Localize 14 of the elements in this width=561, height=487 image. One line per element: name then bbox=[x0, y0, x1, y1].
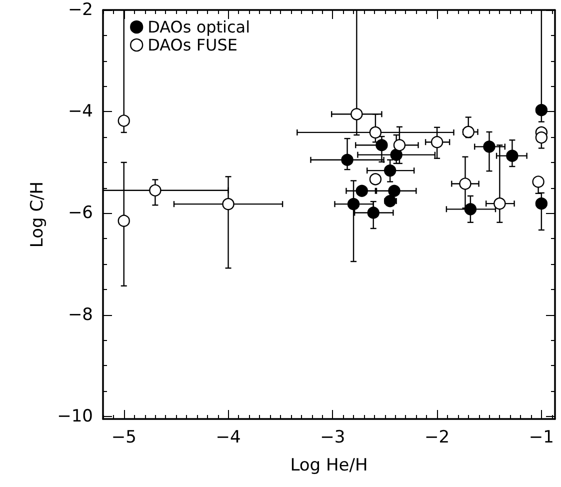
x-tick-label: −2 bbox=[424, 428, 450, 448]
x-tick-label: −3 bbox=[320, 428, 346, 448]
legend-label: DAOs FUSE bbox=[148, 36, 238, 54]
y-tick-label: −2 bbox=[68, 0, 93, 20]
y-tick-label: −8 bbox=[68, 304, 93, 325]
y-tick-label: −4 bbox=[68, 102, 93, 122]
x-tick-label: −1 bbox=[528, 428, 554, 448]
y-axis-title: Log C/H bbox=[28, 181, 48, 248]
x-tick-label: −4 bbox=[216, 428, 241, 448]
y-tick-label: −10 bbox=[57, 406, 93, 426]
x-axis-title: Log He/H bbox=[290, 456, 368, 476]
legend-label: DAOs optical bbox=[148, 18, 250, 36]
x-tick-label: −5 bbox=[111, 428, 136, 448]
y-tick-label: −6 bbox=[68, 203, 93, 224]
